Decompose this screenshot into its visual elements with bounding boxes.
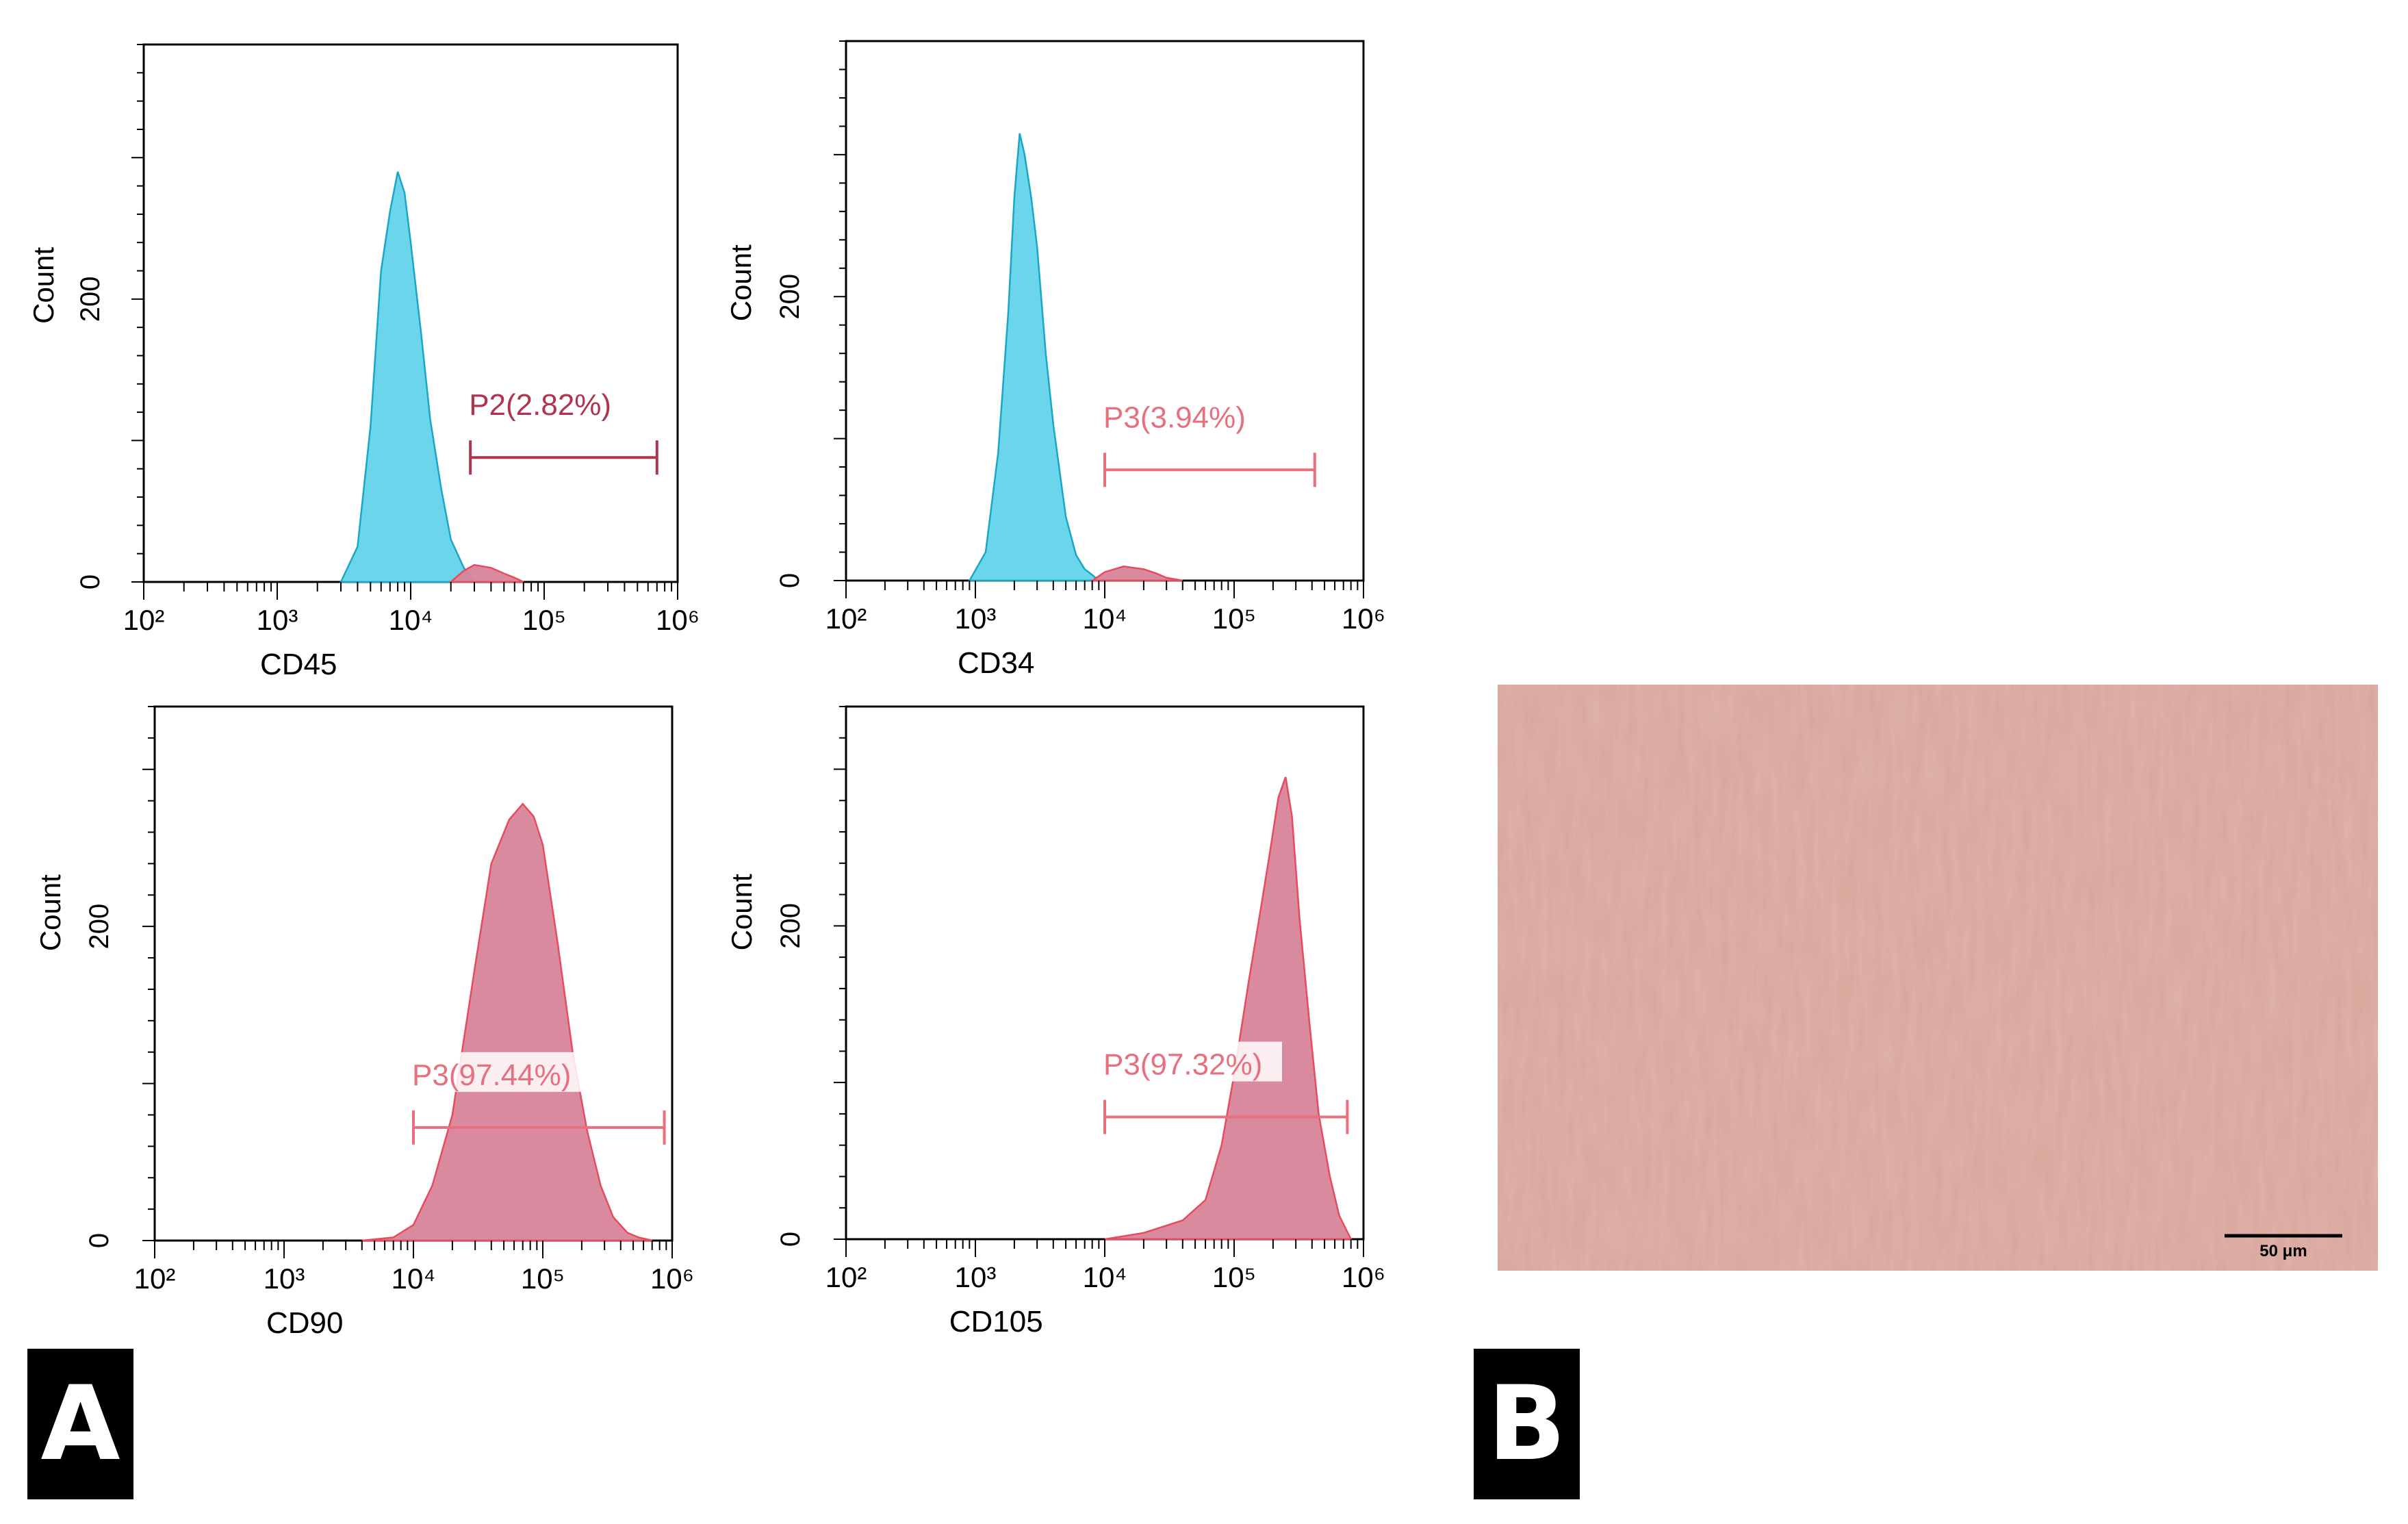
x-tick-label: 10⁴ xyxy=(392,1262,436,1295)
x-tick-label: 10⁵ xyxy=(521,1262,565,1295)
x-tick-label: 10⁶ xyxy=(1342,1261,1385,1293)
x-tick-label: 10⁶ xyxy=(650,1262,694,1295)
x-tick-label: 10⁶ xyxy=(656,604,700,636)
histogram-series-1 xyxy=(340,171,476,583)
y-axis-label: Count xyxy=(27,246,60,323)
y-tick-label: 0 xyxy=(775,573,805,588)
panel-label-a: A xyxy=(27,1349,133,1499)
micrograph: 50 μm xyxy=(1498,685,2378,1271)
gate-label: P3(3.94%) xyxy=(1103,401,1246,434)
histogram-4: 0 200 Count 10² 10³ 10⁴ 10⁵ 10⁶ CD105 P3(97.32%) xyxy=(726,705,1385,1338)
x-tick-label: 10² xyxy=(825,602,867,635)
histogram-1: 0 200 Count 10² 10³ 10⁴ 10⁵ 10⁶ CD45 P2(2.82%) xyxy=(27,43,700,681)
gate-label: P3(97.44%) xyxy=(412,1058,571,1092)
x-tick-label: 10⁵ xyxy=(1212,1261,1256,1293)
y-tick-label: 200 xyxy=(776,903,806,949)
y-tick-label: 200 xyxy=(775,274,805,320)
y-tick-label: 0 xyxy=(776,1232,806,1247)
histogram-2: 0 200 Count 10² 10³ 10⁴ 10⁵ 10⁶ CD34 P3(3.94%) xyxy=(725,40,1385,680)
gate-label-bg xyxy=(1101,1041,1282,1082)
x-tick-label: 10⁵ xyxy=(522,604,566,636)
x-tick-label: 10² xyxy=(825,1261,867,1293)
x-tick-label: 10³ xyxy=(955,602,997,635)
y-axis-label: Count xyxy=(34,874,66,951)
x-tick-label: 10² xyxy=(134,1262,176,1295)
x-axis-label: CD34 xyxy=(958,646,1035,680)
x-tick-label: 10² xyxy=(123,604,165,636)
x-tick-label: 10³ xyxy=(257,604,298,636)
y-tick-label: 0 xyxy=(75,574,105,589)
histogram-series-2 xyxy=(1089,566,1183,582)
x-tick-label: 10⁵ xyxy=(1212,602,1256,635)
plot-frame xyxy=(845,40,1365,582)
y-tick-label: 200 xyxy=(84,904,114,950)
x-axis-label: CD45 xyxy=(260,648,337,681)
histogram-series-1 xyxy=(968,133,1101,582)
x-axis-label: CD105 xyxy=(949,1305,1043,1338)
panel-label-b: B xyxy=(1474,1349,1580,1499)
gate-label: P2(2.82%) xyxy=(469,388,611,422)
y-axis-label: Count xyxy=(726,874,758,950)
histogram-series-1 xyxy=(1104,776,1353,1241)
x-axis-label: CD90 xyxy=(266,1306,344,1340)
histogram-series-1 xyxy=(361,802,652,1242)
x-tick-label: 10³ xyxy=(955,1261,997,1293)
y-tick-label: 200 xyxy=(75,276,105,322)
gate-label: P3(97.32%) xyxy=(1103,1048,1262,1082)
histogram-series-2 xyxy=(448,563,524,583)
x-tick-label: 10⁴ xyxy=(1083,602,1127,635)
y-axis-label: Count xyxy=(725,244,757,321)
x-tick-label: 10⁶ xyxy=(1342,602,1385,635)
scale-bar-label: 50 μm xyxy=(2259,1242,2307,1260)
flow-cytometry-panel: 0 200 Count 10² 10³ 10⁴ 10⁵ 10⁶ CD45 P2(2.82%) 0 20… xyxy=(27,40,1385,1340)
y-tick-label: 0 xyxy=(84,1233,114,1248)
x-tick-label: 10⁴ xyxy=(1083,1261,1127,1293)
x-tick-label: 10³ xyxy=(264,1262,305,1295)
x-tick-label: 10⁴ xyxy=(389,604,433,636)
gate-label-bg xyxy=(409,1052,591,1092)
histogram-3: 0 200 Count 10² 10³ 10⁴ 10⁵ 10⁶ CD90 P3(97.44%) xyxy=(34,705,694,1340)
